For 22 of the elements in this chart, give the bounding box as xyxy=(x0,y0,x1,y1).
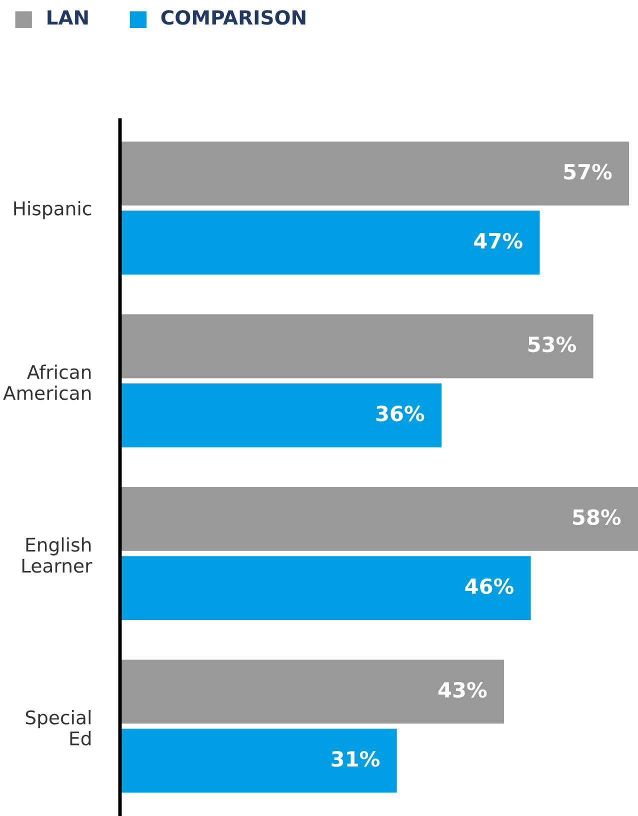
data-label: 58% xyxy=(573,509,621,525)
y-tick-label: Special Ed xyxy=(26,710,91,746)
data-label: 43% xyxy=(438,682,487,698)
bar xyxy=(120,210,540,275)
data-label: 47% xyxy=(474,232,522,249)
bar xyxy=(120,383,442,448)
y-tick-label: Hispanic xyxy=(14,200,92,220)
bar xyxy=(120,728,397,793)
bar xyxy=(120,660,504,724)
bar xyxy=(120,487,638,551)
data-label: 36% xyxy=(376,406,424,422)
bar xyxy=(120,314,594,378)
data-label: 57% xyxy=(564,164,612,180)
bar xyxy=(120,556,531,620)
y-tick-label: African American xyxy=(3,364,91,400)
bar xyxy=(120,142,630,206)
legend-label: LAN xyxy=(48,10,88,24)
data-label: 46% xyxy=(465,578,514,594)
data-label: 31% xyxy=(332,751,380,767)
y-tick-label: English Learner xyxy=(22,537,92,573)
data-label: 53% xyxy=(528,336,576,352)
legend-label: COMPARISON xyxy=(161,10,306,25)
